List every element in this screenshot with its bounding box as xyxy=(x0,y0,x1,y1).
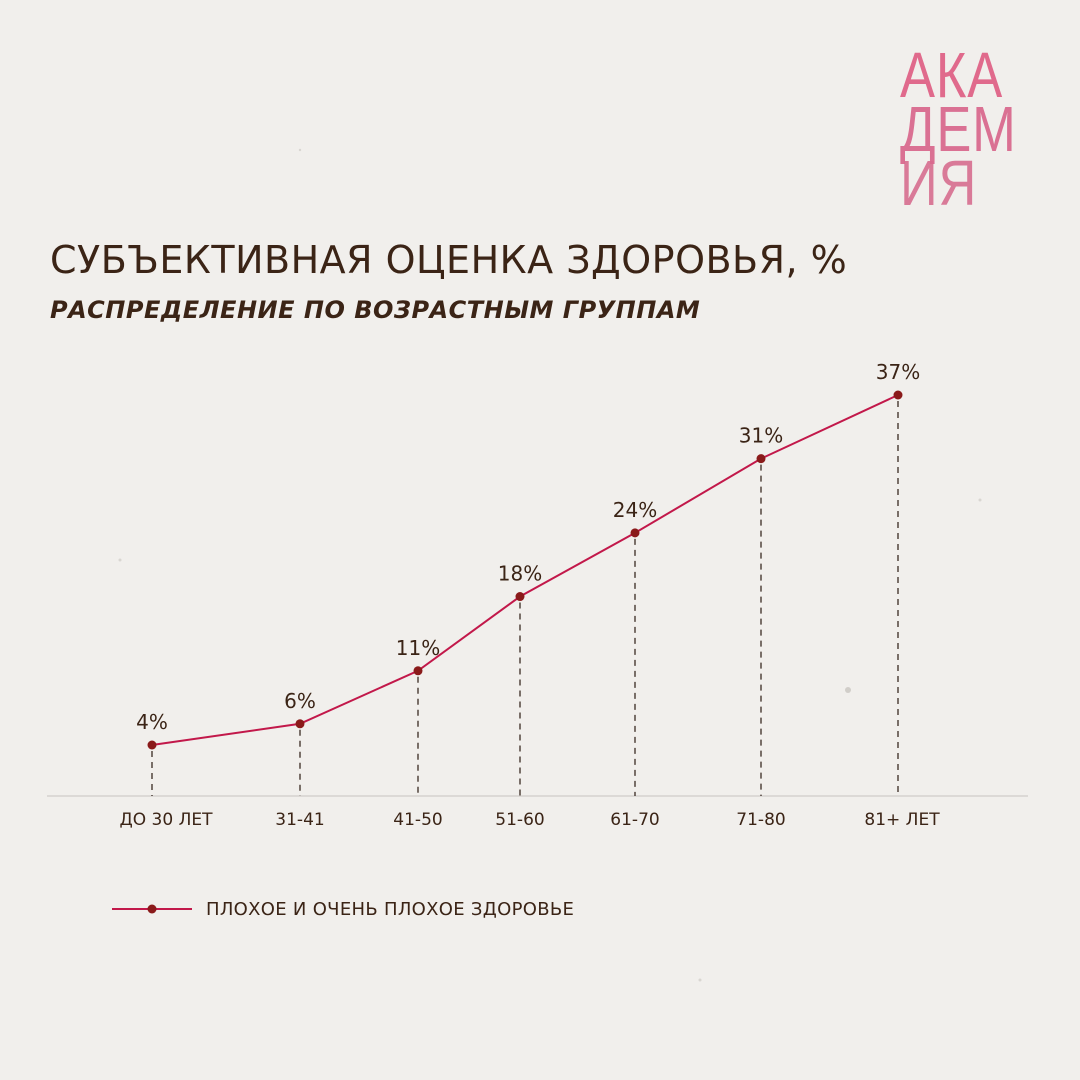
logo-line-2: ДЕМ xyxy=(900,93,1017,165)
data-label-0: 4% xyxy=(136,710,168,734)
chart-title: СУБЪЕКТИВНАЯ ОЦЕНКА ЗДОРОВЬЯ, % xyxy=(50,238,848,282)
x-tick-label-3: 51-60 xyxy=(495,810,544,830)
logo-line-3: ИЯ xyxy=(900,147,978,219)
legend-line-marker-icon xyxy=(112,904,192,914)
data-label-5: 31% xyxy=(739,424,783,448)
data-label-4: 24% xyxy=(613,498,657,522)
data-point-2 xyxy=(413,666,423,676)
x-tick-label-1: 31-41 xyxy=(275,810,324,830)
data-point-3 xyxy=(515,592,525,602)
data-point-6 xyxy=(893,390,903,400)
legend-label: ПЛОХОЕ И ОЧЕНЬ ПЛОХОЕ ЗДОРОВЬЕ xyxy=(206,898,575,920)
data-point-4 xyxy=(630,528,640,538)
x-tick-label-6: 81+ ЛЕТ xyxy=(864,810,940,830)
data-point-0 xyxy=(147,740,157,750)
academy-logo: АКА ДЕМ ИЯ xyxy=(900,39,1017,219)
legend: ПЛОХОЕ И ОЧЕНЬ ПЛОХОЕ ЗДОРОВЬЕ xyxy=(112,896,574,922)
logo-line-1: АКА xyxy=(900,39,1004,111)
x-tick-label-0: ДО 30 ЛЕТ xyxy=(119,810,213,830)
data-label-2: 11% xyxy=(396,636,440,660)
data-label-3: 18% xyxy=(498,562,542,586)
chart-subtitle: РАСПРЕДЕЛЕНИЕ ПО ВОЗРАСТНЫМ ГРУППАМ xyxy=(50,296,701,324)
legend-marker xyxy=(147,904,157,914)
x-tick-label-5: 71-80 xyxy=(736,810,785,830)
data-label-6: 37% xyxy=(876,360,920,384)
data-label-1: 6% xyxy=(284,689,316,713)
data-point-5 xyxy=(756,454,766,464)
data-point-1 xyxy=(295,719,305,729)
x-tick-label-4: 61-70 xyxy=(610,810,659,830)
x-tick-label-2: 41-50 xyxy=(393,810,442,830)
